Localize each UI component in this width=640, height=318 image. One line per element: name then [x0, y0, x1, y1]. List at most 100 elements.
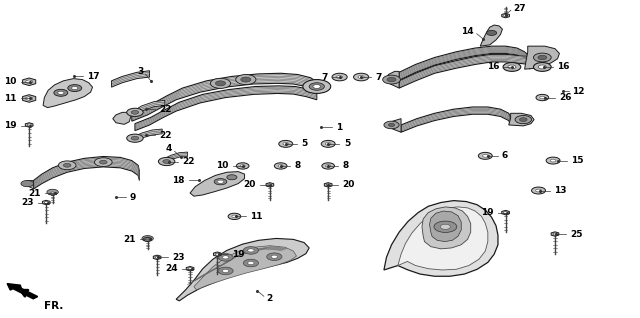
Circle shape [309, 83, 324, 90]
Polygon shape [422, 207, 471, 249]
Circle shape [241, 77, 251, 82]
Circle shape [95, 158, 112, 167]
Text: 11: 11 [4, 94, 17, 103]
Circle shape [240, 165, 245, 167]
Circle shape [72, 86, 78, 90]
Circle shape [538, 55, 547, 60]
Circle shape [358, 76, 364, 79]
Polygon shape [135, 86, 317, 131]
Circle shape [216, 81, 225, 86]
Circle shape [483, 155, 488, 157]
Circle shape [532, 187, 545, 194]
Polygon shape [390, 119, 401, 132]
Circle shape [158, 157, 175, 166]
Circle shape [326, 165, 331, 167]
Polygon shape [216, 253, 220, 255]
Circle shape [540, 96, 545, 99]
Circle shape [278, 165, 284, 167]
Text: 15: 15 [572, 156, 584, 165]
Polygon shape [480, 25, 502, 46]
Text: 10: 10 [4, 77, 17, 86]
Polygon shape [26, 123, 33, 127]
Circle shape [550, 159, 556, 162]
Circle shape [313, 85, 321, 88]
Text: 5: 5 [344, 139, 350, 149]
Polygon shape [132, 73, 317, 121]
Polygon shape [401, 107, 511, 132]
Text: 23: 23 [172, 253, 185, 262]
Circle shape [337, 76, 342, 79]
Circle shape [68, 85, 82, 92]
Circle shape [546, 157, 560, 164]
Circle shape [63, 163, 71, 167]
Polygon shape [553, 233, 557, 235]
Polygon shape [186, 266, 194, 271]
Polygon shape [194, 246, 296, 290]
Text: 25: 25 [570, 230, 582, 238]
Text: 17: 17 [88, 72, 100, 81]
Circle shape [218, 267, 233, 275]
Circle shape [440, 224, 451, 229]
Text: 8: 8 [294, 162, 301, 170]
Polygon shape [162, 152, 188, 164]
Text: 19: 19 [4, 121, 17, 130]
Text: 22: 22 [182, 157, 195, 166]
Polygon shape [33, 156, 140, 189]
Text: 19: 19 [232, 250, 245, 259]
Text: 9: 9 [130, 193, 136, 202]
Polygon shape [49, 191, 56, 195]
Circle shape [520, 118, 527, 121]
Circle shape [211, 78, 230, 88]
Circle shape [536, 94, 548, 101]
Circle shape [218, 253, 233, 261]
Circle shape [127, 108, 143, 116]
Circle shape [236, 163, 249, 169]
Polygon shape [324, 183, 332, 187]
Circle shape [163, 160, 170, 163]
Polygon shape [326, 184, 330, 186]
Polygon shape [502, 13, 509, 18]
Polygon shape [268, 184, 272, 186]
Circle shape [325, 142, 331, 145]
Polygon shape [429, 211, 461, 242]
Polygon shape [26, 80, 33, 84]
Circle shape [388, 123, 395, 127]
Polygon shape [502, 211, 509, 215]
Polygon shape [15, 285, 22, 289]
Text: 10: 10 [216, 162, 228, 170]
Polygon shape [399, 46, 530, 80]
Text: 1: 1 [337, 123, 342, 132]
Text: 16: 16 [557, 62, 570, 72]
Text: 21: 21 [28, 189, 40, 197]
Text: 22: 22 [159, 105, 172, 114]
Circle shape [383, 75, 401, 84]
FancyArrow shape [7, 284, 38, 299]
Text: 13: 13 [554, 186, 567, 195]
Circle shape [538, 65, 547, 69]
Polygon shape [51, 192, 54, 194]
Circle shape [243, 247, 259, 254]
Circle shape [99, 160, 107, 164]
Circle shape [534, 53, 551, 62]
Text: 20: 20 [244, 180, 256, 189]
Text: 27: 27 [513, 4, 526, 13]
Text: 5: 5 [301, 139, 308, 149]
Text: 24: 24 [165, 264, 178, 273]
Polygon shape [43, 79, 93, 107]
Polygon shape [504, 15, 508, 17]
Polygon shape [551, 232, 559, 236]
Circle shape [248, 261, 254, 265]
Text: 21: 21 [123, 235, 136, 244]
Circle shape [387, 77, 396, 82]
Circle shape [236, 74, 256, 85]
Polygon shape [387, 71, 399, 88]
Circle shape [21, 180, 33, 187]
Polygon shape [26, 97, 33, 100]
Text: 23: 23 [22, 198, 34, 207]
Circle shape [279, 141, 292, 147]
Text: 18: 18 [173, 176, 185, 185]
Circle shape [218, 180, 223, 183]
Polygon shape [24, 180, 33, 189]
Circle shape [508, 65, 516, 69]
Text: 12: 12 [572, 87, 584, 96]
